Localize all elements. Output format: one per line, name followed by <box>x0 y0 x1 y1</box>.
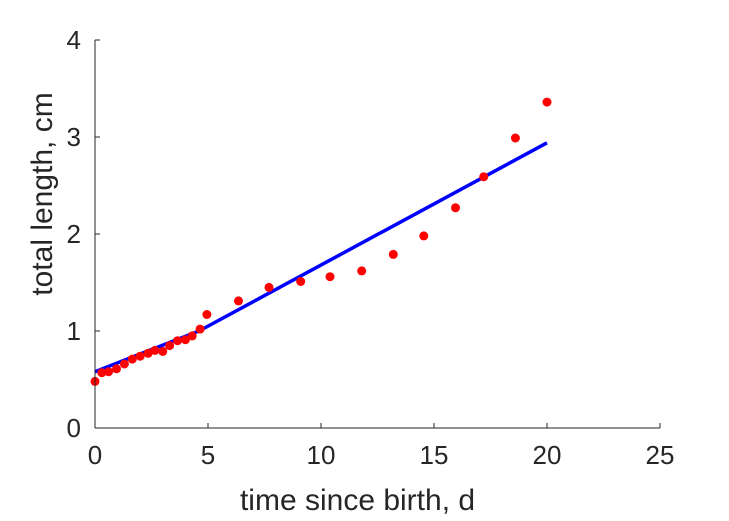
data-point <box>158 346 168 356</box>
y-tick-label: 0 <box>67 413 81 443</box>
data-point <box>195 324 205 334</box>
y-tick-label: 3 <box>67 122 81 152</box>
x-tick-label: 0 <box>88 440 102 470</box>
data-point <box>542 97 552 107</box>
data-point <box>97 368 107 378</box>
data-point <box>135 351 145 361</box>
data-point <box>187 331 197 341</box>
data-point <box>357 266 367 276</box>
data-point <box>173 336 182 346</box>
x-tick-label: 25 <box>646 440 675 470</box>
data-point <box>234 296 243 306</box>
data-point <box>451 203 460 213</box>
data-point <box>264 282 274 292</box>
x-axis: 0 5 10 15 20 25 <box>88 423 675 470</box>
data-point <box>296 277 306 286</box>
data-point <box>510 133 520 143</box>
data-point <box>388 249 398 259</box>
x-tick-label: 10 <box>307 440 336 470</box>
data-point <box>143 348 153 358</box>
y-axis: 0 1 2 3 4 <box>67 25 100 443</box>
data-point <box>202 310 212 319</box>
x-tick-label: 15 <box>420 440 449 470</box>
y-tick-label: 2 <box>67 219 81 249</box>
x-axis-label: time since birth, d <box>240 484 475 517</box>
data-point <box>180 335 190 345</box>
data-point <box>104 367 114 377</box>
data-point <box>479 172 489 182</box>
data-point <box>119 359 129 369</box>
data-point <box>127 354 137 364</box>
fit-line <box>94 141 548 374</box>
y-axis-label: total length, cm <box>26 92 59 295</box>
y-tick-label: 1 <box>67 316 81 346</box>
data-point <box>150 345 160 355</box>
plot-area <box>90 97 552 386</box>
data-point <box>419 231 429 241</box>
x-tick-label: 20 <box>533 440 562 470</box>
x-tick-label: 5 <box>201 440 215 470</box>
data-point <box>112 364 121 374</box>
y-tick-label: 4 <box>67 25 81 55</box>
data-point <box>325 272 335 282</box>
data-point <box>165 341 175 351</box>
